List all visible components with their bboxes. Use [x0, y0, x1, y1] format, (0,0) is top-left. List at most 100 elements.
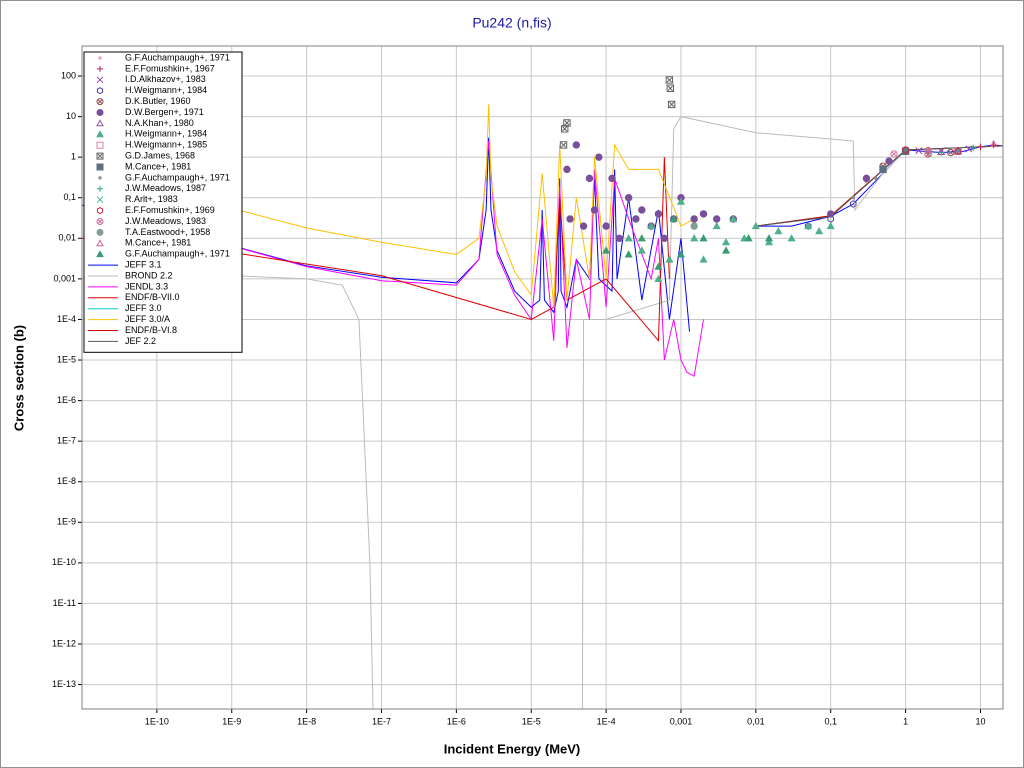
data-point: [946, 148, 955, 157]
series-line: [156, 104, 695, 308]
data-point: [666, 84, 674, 92]
legend-marker: [96, 163, 104, 171]
data-point: [699, 210, 708, 218]
legend-marker: [96, 152, 104, 160]
plot-data: [82, 76, 1003, 709]
series-line: [231, 116, 1003, 709]
legend-label: ENDF/B-VII.0: [125, 292, 180, 302]
y-tick-label: 0,01: [58, 233, 76, 243]
legend-marker: [97, 65, 103, 72]
data-point: [624, 250, 633, 258]
data-point: [722, 246, 731, 254]
data-point: [602, 246, 611, 254]
series-line: [156, 140, 705, 377]
data-point: [712, 215, 721, 223]
data-point: [667, 100, 676, 109]
data-point: [595, 153, 603, 161]
data-point: [729, 214, 738, 223]
x-tick-label: 1E-4: [597, 716, 616, 726]
x-tick-label: 1: [903, 716, 908, 726]
data-point: [676, 250, 686, 258]
legend-label: H.Weigmann+, 1985: [125, 140, 207, 150]
x-tick-label: 10: [975, 716, 985, 726]
data-point: [654, 210, 663, 218]
y-tick-label: 1E-10: [52, 557, 76, 567]
data-point: [632, 215, 640, 223]
data-point: [764, 234, 774, 242]
data-point: [624, 194, 633, 202]
data-point: [566, 215, 574, 223]
legend-label: I.D.Alkhazov+, 1983: [125, 74, 206, 84]
data-point: [638, 206, 646, 214]
data-point: [851, 196, 855, 200]
legend-label: G.D.James, 1968: [125, 150, 195, 160]
legend-label: JEF 2.2: [125, 336, 156, 346]
data-point: [915, 147, 923, 155]
legend-label: J.W.Meadows, 1983: [125, 216, 206, 226]
data-point: [764, 238, 774, 246]
data-point: [826, 221, 835, 230]
legend-marker: [96, 250, 104, 258]
data-point: [874, 176, 878, 181]
legend-label: JEFF 3.0/A: [125, 314, 170, 324]
legend-label: H.Weigmann+, 1984: [125, 129, 207, 139]
y-tick-label: 0,1: [63, 192, 76, 202]
x-tick-label: 1E-10: [145, 716, 169, 726]
legend-label: E.F.Fomushkin+, 1967: [125, 63, 215, 73]
data-point: [938, 149, 945, 156]
x-tick-label: 1E-8: [297, 716, 316, 726]
legend-marker: [96, 228, 104, 236]
data-point: [637, 234, 646, 242]
data-point: [665, 255, 674, 263]
legend-marker: [96, 98, 104, 106]
y-tick-label: 1E-9: [57, 517, 76, 527]
data-point: [608, 174, 616, 183]
legend-marker: [96, 218, 104, 225]
data-point: [669, 214, 678, 223]
legend-label: N.A.Khan+, 1980: [125, 118, 194, 128]
data-point: [563, 165, 571, 174]
legend-label: D.W.Bergen+, 1971: [125, 107, 204, 117]
legend-marker: [98, 56, 102, 60]
y-tick-label: 1E-8: [57, 476, 76, 486]
data-point: [890, 150, 898, 158]
legend-box: [83, 51, 243, 353]
x-tick-label: 0,1: [824, 716, 837, 726]
data-point: [585, 174, 594, 183]
data-point: [744, 234, 753, 242]
legend-label: JEFF 3.0: [125, 303, 162, 313]
y-tick-label: 1E-5: [57, 354, 76, 364]
data-point: [699, 234, 708, 242]
data-point: [751, 221, 760, 230]
y-tick-label: 1E-6: [57, 395, 76, 405]
x-tick-label: 1E-5: [522, 716, 541, 726]
data-point: [924, 147, 932, 155]
legend-marker: [96, 207, 104, 215]
y-tick-label: 0,001: [53, 273, 76, 283]
legend-label: T.A.Eastwood+, 1958: [125, 227, 210, 237]
legend-marker: [98, 176, 102, 180]
data-point: [647, 221, 656, 230]
data-point: [965, 145, 973, 153]
legend-label: M.Cance+, 1981: [125, 238, 191, 248]
y-tick-label: 1E-7: [57, 436, 76, 446]
data-point: [989, 139, 998, 148]
data-point: [774, 226, 783, 235]
plot-frame: [81, 45, 1004, 710]
data-point: [902, 146, 909, 154]
data-point: [977, 143, 984, 151]
data-point: [690, 215, 698, 223]
data-point: [654, 262, 663, 270]
legend-label: G.F.Auchampaugh+, 1971: [125, 172, 230, 182]
data-point: [849, 200, 857, 208]
data-point: [953, 147, 962, 155]
legend-label: R.Arlt+, 1983: [125, 194, 178, 204]
data-point: [590, 206, 599, 214]
data-point: [699, 255, 708, 263]
data-point: [787, 234, 796, 242]
y-tick-label: 1E-4: [57, 314, 76, 324]
x-tick-label: 0,01: [747, 716, 765, 726]
data-point: [804, 221, 813, 230]
data-point: [879, 165, 887, 174]
